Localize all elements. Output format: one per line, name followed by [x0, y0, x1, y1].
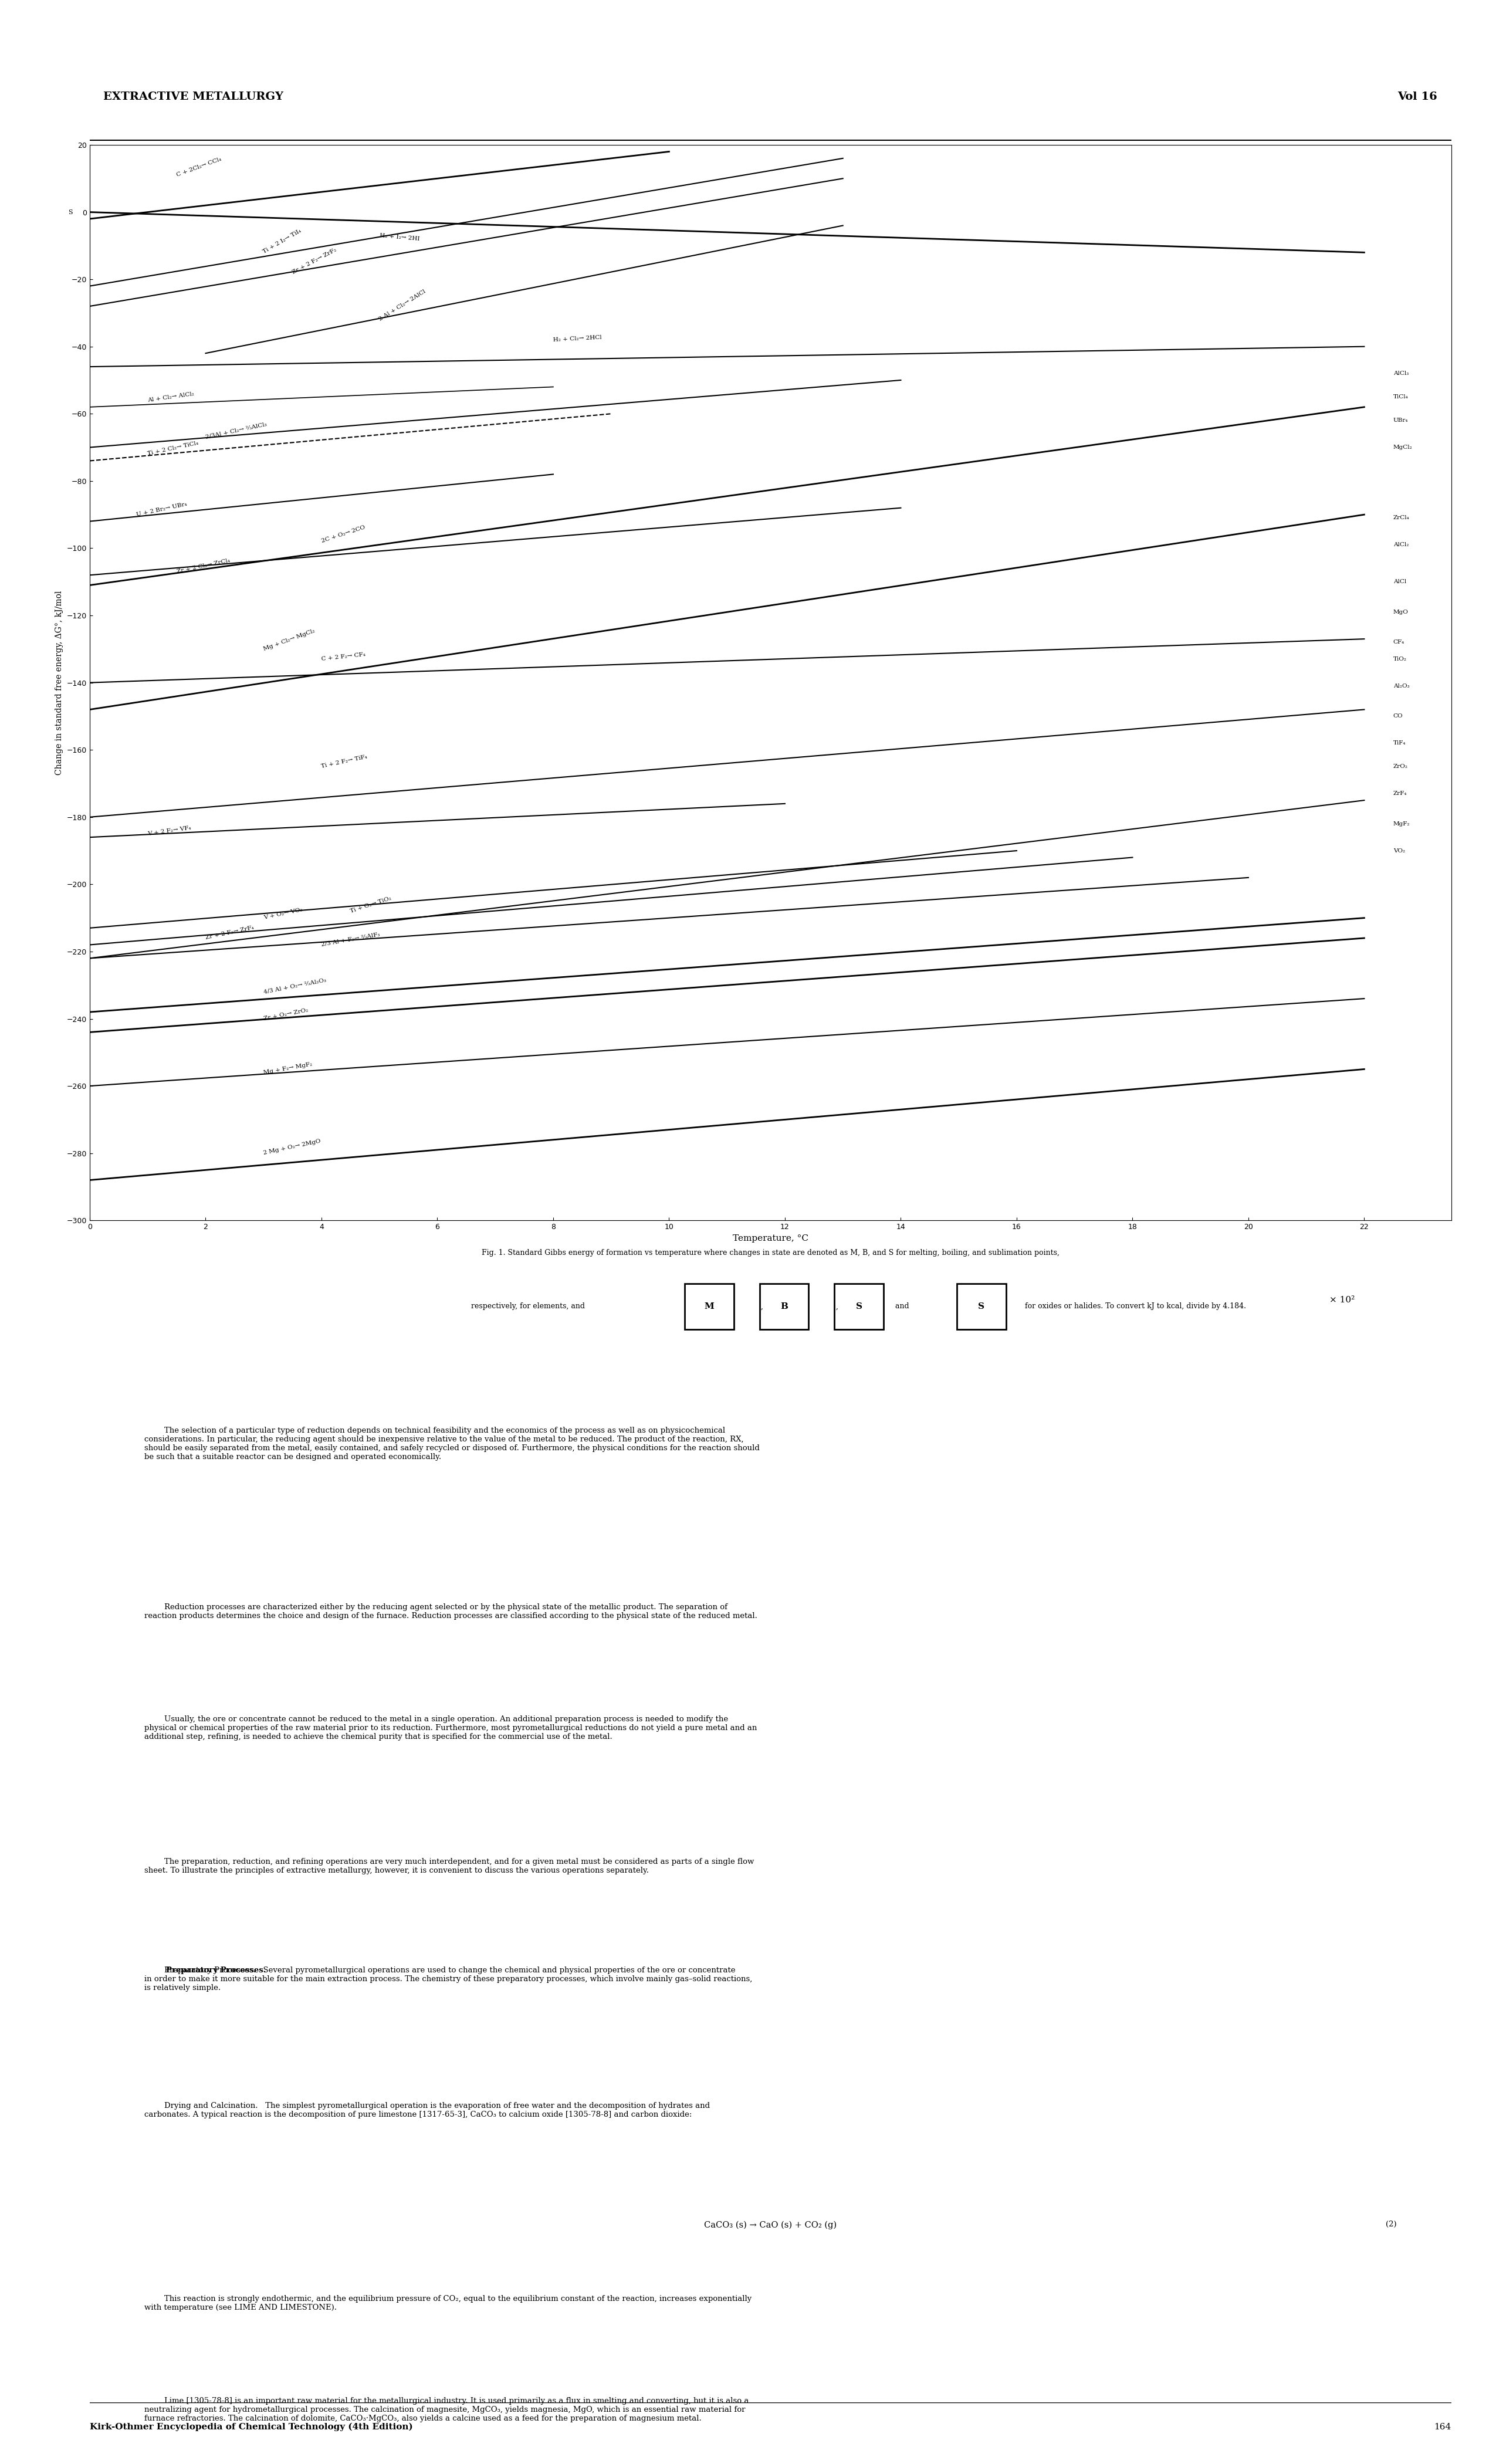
Text: EXTRACTIVE METALLURGY: EXTRACTIVE METALLURGY	[103, 91, 283, 103]
Text: S: S	[856, 1303, 862, 1311]
Text: 4/3 Al + O₂→ ⅔Al₂O₃: 4/3 Al + O₂→ ⅔Al₂O₃	[263, 978, 326, 995]
Text: AlCl₂: AlCl₂	[1393, 542, 1409, 547]
Text: 2 Mg + O₂→ 2MgO: 2 Mg + O₂→ 2MgO	[263, 1138, 322, 1156]
Text: ,: ,	[761, 1303, 763, 1311]
Text: Zr + 2 F₂→ ZrF₄: Zr + 2 F₂→ ZrF₄	[205, 926, 254, 941]
FancyBboxPatch shape	[685, 1284, 733, 1331]
Text: H₂ + I₂→ 2HI: H₂ + I₂→ 2HI	[378, 234, 419, 241]
Text: Mg + F₂→ MgF₂: Mg + F₂→ MgF₂	[263, 1062, 313, 1074]
FancyBboxPatch shape	[835, 1284, 884, 1331]
Text: Ti + 2 Cl₂→ TiCl₄: Ti + 2 Cl₂→ TiCl₄	[147, 441, 199, 456]
Text: B: B	[781, 1303, 788, 1311]
Text: 2 Al + Cl₂→ 2AlCl: 2 Al + Cl₂→ 2AlCl	[378, 288, 426, 323]
Text: Ti + O₂→ TiO₂: Ti + O₂→ TiO₂	[350, 894, 392, 914]
Text: UBr₄: UBr₄	[1393, 419, 1408, 424]
Text: ZrF₄: ZrF₄	[1393, 791, 1406, 796]
Text: Zr + 2 Cl₂→ ZrCl₄: Zr + 2 Cl₂→ ZrCl₄	[177, 557, 230, 574]
Text: ZrCl₄: ZrCl₄	[1393, 515, 1409, 520]
Text: MgF₂: MgF₂	[1393, 821, 1409, 825]
Text: and: and	[893, 1303, 910, 1311]
Text: TiO₂: TiO₂	[1393, 655, 1406, 663]
Text: Reduction processes are characterized either by the reducing agent selected or b: Reduction processes are characterized ei…	[144, 1604, 757, 1619]
Text: for oxides or halides. To convert kJ to kcal, divide by 4.184.: for oxides or halides. To convert kJ to …	[1022, 1303, 1246, 1311]
Text: S: S	[978, 1303, 984, 1311]
Text: ,: ,	[836, 1303, 838, 1311]
Text: 2C + O₂→ 2CO: 2C + O₂→ 2CO	[320, 525, 365, 545]
Text: H₂ + Cl₂→ 2HCl: H₂ + Cl₂→ 2HCl	[554, 335, 601, 342]
Text: C + 2Cl₂→ CCl₄: C + 2Cl₂→ CCl₄	[175, 155, 221, 177]
Text: 164: 164	[1435, 2422, 1451, 2432]
Text: Zr + O₂→ ZrO₂: Zr + O₂→ ZrO₂	[263, 1008, 308, 1023]
Text: AlCl₃: AlCl₃	[1393, 370, 1409, 377]
Text: TiF₄: TiF₄	[1393, 742, 1406, 747]
Text: CF₄: CF₄	[1393, 641, 1405, 646]
Text: The selection of a particular type of reduction depends on technical feasibility: The selection of a particular type of re…	[144, 1427, 760, 1461]
Text: The preparation, reduction, and refining operations are very much interdependent: The preparation, reduction, and refining…	[144, 1858, 754, 1875]
Text: Ti + 2 I₂→ TiI₄: Ti + 2 I₂→ TiI₄	[262, 229, 302, 254]
Text: C + 2 F₂→ CF₄: C + 2 F₂→ CF₄	[322, 653, 367, 663]
Text: Preparatory Processes.: Preparatory Processes.	[144, 1966, 266, 1974]
Text: S: S	[67, 209, 72, 214]
Text: TiCl₄: TiCl₄	[1393, 394, 1408, 399]
Text: Lime [1305-78-8] is an important raw material for the metallurgical industry. It: Lime [1305-78-8] is an important raw mat…	[144, 2397, 748, 2422]
Text: 2/3Al + Cl₂→ ⅔AlCl₃: 2/3Al + Cl₂→ ⅔AlCl₃	[205, 421, 268, 441]
Text: MgO: MgO	[1393, 609, 1408, 614]
Text: CO: CO	[1393, 715, 1403, 719]
Text: V + O₂→ VO₂: V + O₂→ VO₂	[263, 907, 302, 922]
Text: Fig. 1. Standard Gibbs energy of formation vs temperature where changes in state: Fig. 1. Standard Gibbs energy of formati…	[482, 1249, 1059, 1257]
Text: Preparatory Processes.   Several pyrometallurgical operations are used to change: Preparatory Processes. Several pyrometal…	[144, 1966, 752, 1991]
Text: MgCl₂: MgCl₂	[1393, 444, 1412, 451]
Text: (2): (2)	[1385, 2220, 1397, 2227]
Text: Al + Cl₂→ AlCl₂: Al + Cl₂→ AlCl₂	[147, 392, 194, 404]
Y-axis label: Change in standard free energy, ΔG°, kJ/mol: Change in standard free energy, ΔG°, kJ/…	[55, 591, 63, 774]
X-axis label: Temperature, °C: Temperature, °C	[733, 1234, 808, 1242]
Text: Usually, the ore or concentrate cannot be reduced to the metal in a single opera: Usually, the ore or concentrate cannot b…	[144, 1715, 757, 1740]
FancyBboxPatch shape	[957, 1284, 1005, 1331]
Text: × 10²: × 10²	[1330, 1296, 1355, 1303]
Text: V + 2 F₂→ VF₄: V + 2 F₂→ VF₄	[147, 825, 191, 835]
Text: Ti + 2 F₂→ TiF₄: Ti + 2 F₂→ TiF₄	[322, 754, 368, 769]
FancyBboxPatch shape	[760, 1284, 808, 1331]
Text: M: M	[705, 1303, 714, 1311]
Text: CaCO₃ (s) → CaO (s) + CO₂ (g): CaCO₃ (s) → CaO (s) + CO₂ (g)	[705, 2220, 836, 2230]
Text: Drying and Calcination.   The simplest pyrometallurgical operation is the evapor: Drying and Calcination. The simplest pyr…	[144, 2102, 709, 2119]
Text: Mg + Cl₂→ MgCl₂: Mg + Cl₂→ MgCl₂	[263, 628, 316, 650]
Text: ZrO₂: ZrO₂	[1393, 764, 1408, 769]
Text: AlCl: AlCl	[1393, 579, 1406, 584]
Text: VO₂: VO₂	[1393, 848, 1405, 853]
Text: respectively, for elements, and: respectively, for elements, and	[471, 1303, 585, 1311]
Text: This reaction is strongly endothermic, and the equilibrium pressure of CO₂, equa: This reaction is strongly endothermic, a…	[144, 2296, 751, 2311]
Text: Zr + 2 F₂→ ZrF₂: Zr + 2 F₂→ ZrF₂	[292, 246, 337, 276]
Text: Kirk-Othmer Encyclopedia of Chemical Technology (4th Edition): Kirk-Othmer Encyclopedia of Chemical Tec…	[90, 2422, 413, 2432]
Text: 2/3 Al + F₂→ ⅔AlF₃: 2/3 Al + F₂→ ⅔AlF₃	[322, 931, 380, 949]
Text: Al₂O₃: Al₂O₃	[1393, 683, 1409, 687]
Text: U + 2 Br₂→ UBr₄: U + 2 Br₂→ UBr₄	[136, 500, 187, 517]
Text: Vol 16: Vol 16	[1397, 91, 1438, 103]
